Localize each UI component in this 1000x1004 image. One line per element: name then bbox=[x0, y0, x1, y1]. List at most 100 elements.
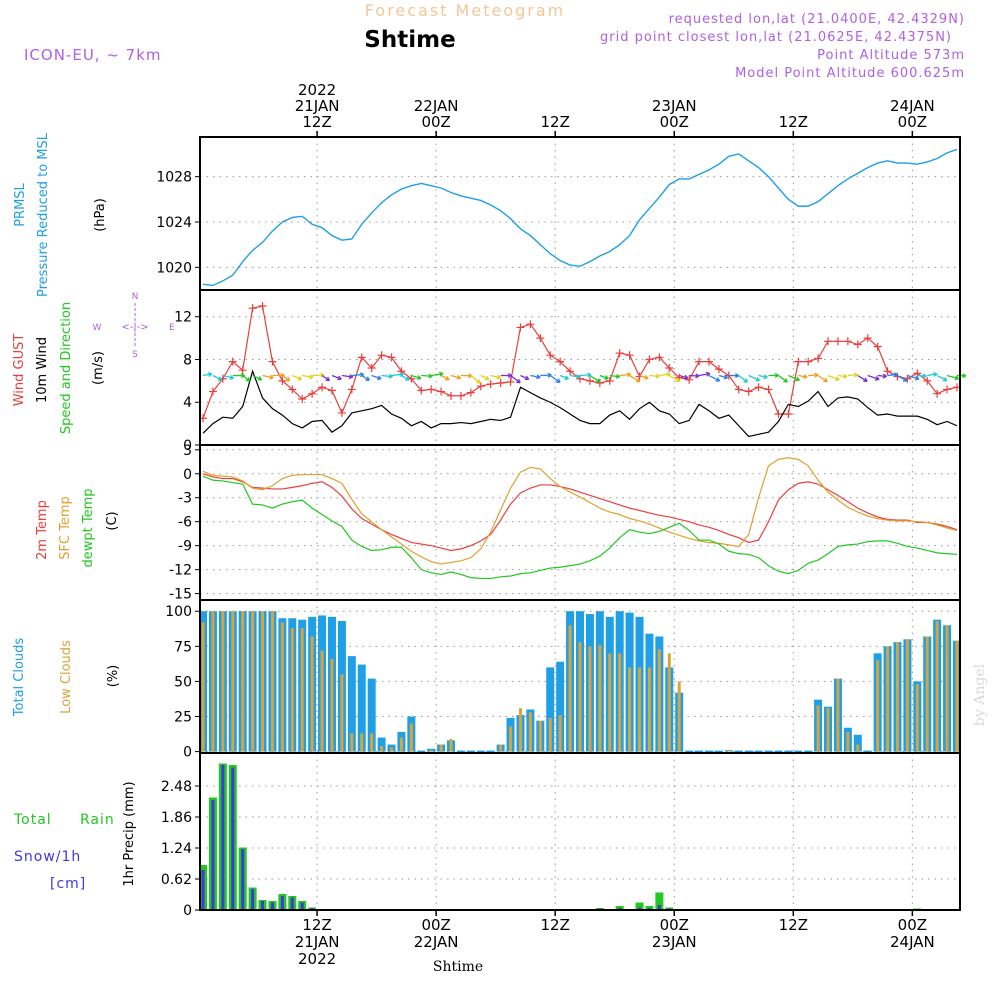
bar-low-clouds bbox=[281, 622, 284, 751]
wind-dir-label: Speed and Direction bbox=[59, 302, 74, 434]
series-line-prmsl bbox=[203, 149, 957, 285]
bar-snow bbox=[301, 903, 304, 911]
y-tick-label: -6 bbox=[178, 515, 192, 531]
gust-marker bbox=[943, 385, 951, 393]
gust-marker bbox=[755, 383, 763, 391]
bottom-time-label: 23JAN bbox=[652, 933, 697, 951]
bar-low-clouds bbox=[221, 611, 224, 751]
requested-point: requested lon,lat (21.0400E, 42.4329N) bbox=[669, 12, 965, 27]
bar-low-clouds bbox=[301, 628, 304, 752]
bar-snow bbox=[241, 849, 244, 910]
bar-low-clouds bbox=[668, 653, 671, 751]
bar-snow bbox=[202, 870, 205, 910]
y-tick-label: 12 bbox=[174, 310, 192, 326]
bar-low-clouds bbox=[509, 726, 512, 751]
precip-total-label: Total bbox=[13, 812, 52, 828]
bar-low-clouds bbox=[817, 705, 820, 751]
gust-marker bbox=[447, 392, 455, 400]
wind-direction-arrow bbox=[471, 376, 480, 384]
bar-low-clouds bbox=[926, 636, 929, 751]
bar-low-clouds bbox=[311, 636, 314, 751]
bottom-time-label: 2022 bbox=[298, 950, 336, 968]
gust-marker bbox=[487, 380, 495, 388]
bar-snow bbox=[281, 896, 284, 910]
point-altitude: Point Altitude 573m bbox=[817, 48, 965, 63]
bar-low-clouds bbox=[211, 611, 214, 751]
gust-marker bbox=[834, 337, 842, 345]
gust-marker bbox=[735, 385, 743, 393]
bottom-time-label: 12Z bbox=[779, 916, 808, 934]
gust-marker bbox=[536, 334, 544, 342]
gust-marker bbox=[804, 358, 812, 366]
y-tick-label: 0 bbox=[183, 903, 192, 919]
bar-low-clouds bbox=[330, 659, 333, 752]
gust-marker bbox=[824, 337, 832, 345]
bar-low-clouds bbox=[827, 708, 830, 752]
grid-lines bbox=[200, 137, 960, 910]
bottom-time-label: 00Z bbox=[660, 916, 689, 934]
compass-south: S bbox=[132, 350, 138, 360]
y-tick-label: -9 bbox=[178, 539, 192, 555]
clouds-unit: (%) bbox=[106, 665, 121, 688]
precip-axis-label: 1hr Precip (mm) bbox=[122, 781, 137, 886]
gust-marker bbox=[259, 302, 267, 310]
y-tick-label: -15 bbox=[169, 587, 192, 603]
series-line-dewpt-temp bbox=[203, 476, 957, 578]
bar-low-clouds bbox=[956, 641, 959, 752]
gust-marker bbox=[765, 385, 773, 393]
bar-low-clouds bbox=[390, 747, 393, 751]
bar-low-clouds bbox=[400, 738, 403, 752]
gust-marker bbox=[467, 389, 475, 397]
gust-marker bbox=[645, 355, 653, 363]
bar-low-clouds bbox=[291, 628, 294, 752]
top-time-label: 12Z bbox=[779, 113, 808, 131]
bottom-time-label: 24JAN bbox=[890, 933, 935, 951]
temp-2m-label: 2m Temp bbox=[35, 500, 50, 560]
y-tick-label: 100 bbox=[165, 604, 192, 620]
gust-marker bbox=[437, 388, 445, 396]
top-time-label: 12Z bbox=[541, 113, 570, 131]
precip-snow-label: Snow/1h bbox=[14, 849, 81, 865]
plot-marks bbox=[199, 149, 966, 910]
bar-low-clouds bbox=[846, 732, 849, 752]
panel-frame bbox=[200, 753, 960, 910]
bar-low-clouds bbox=[430, 750, 433, 751]
bar-low-clouds bbox=[241, 611, 244, 751]
y-axis-ticks: 10201024102804812-15-12-9-6-303025507510… bbox=[156, 170, 200, 919]
compass-west: W bbox=[93, 323, 102, 333]
bar-low-clouds bbox=[856, 745, 859, 752]
y-tick-label: -3 bbox=[178, 491, 192, 507]
wind-unit: (m/s) bbox=[91, 351, 106, 385]
gust-marker bbox=[348, 385, 356, 393]
bar-low-clouds bbox=[896, 642, 899, 751]
clouds-low-label: Low Clouds bbox=[59, 640, 74, 714]
bar-low-clouds bbox=[916, 684, 919, 751]
bar-low-clouds bbox=[271, 611, 274, 751]
bar-snow bbox=[211, 800, 214, 910]
bar-low-clouds bbox=[231, 611, 234, 751]
gust-marker bbox=[427, 385, 435, 393]
pressure-unit: (hPa) bbox=[93, 198, 108, 232]
bar-snow bbox=[291, 898, 294, 911]
gust-marker bbox=[328, 386, 336, 394]
gust-marker bbox=[844, 337, 852, 345]
bottom-time-label: 22JAN bbox=[414, 933, 459, 951]
gust-marker bbox=[626, 351, 634, 359]
bar-low-clouds bbox=[380, 746, 383, 752]
y-tick-label: 50 bbox=[174, 674, 192, 690]
compass-north: N bbox=[132, 292, 139, 302]
top-time-label: 00Z bbox=[421, 113, 450, 131]
top-time-label: 00Z bbox=[898, 113, 927, 131]
gust-marker bbox=[794, 358, 802, 366]
panel-frames bbox=[200, 137, 960, 910]
bar-low-clouds bbox=[886, 646, 889, 751]
bar-low-clouds bbox=[360, 733, 363, 751]
y-tick-label: 1.86 bbox=[161, 810, 192, 826]
y-tick-label: 4 bbox=[183, 395, 192, 411]
bar-low-clouds bbox=[321, 651, 324, 752]
chart-subtitle: Forecast Meteogram bbox=[365, 1, 565, 20]
bar-low-clouds bbox=[569, 625, 572, 751]
y-tick-label: 0 bbox=[183, 745, 192, 761]
bar-low-clouds bbox=[658, 649, 661, 751]
